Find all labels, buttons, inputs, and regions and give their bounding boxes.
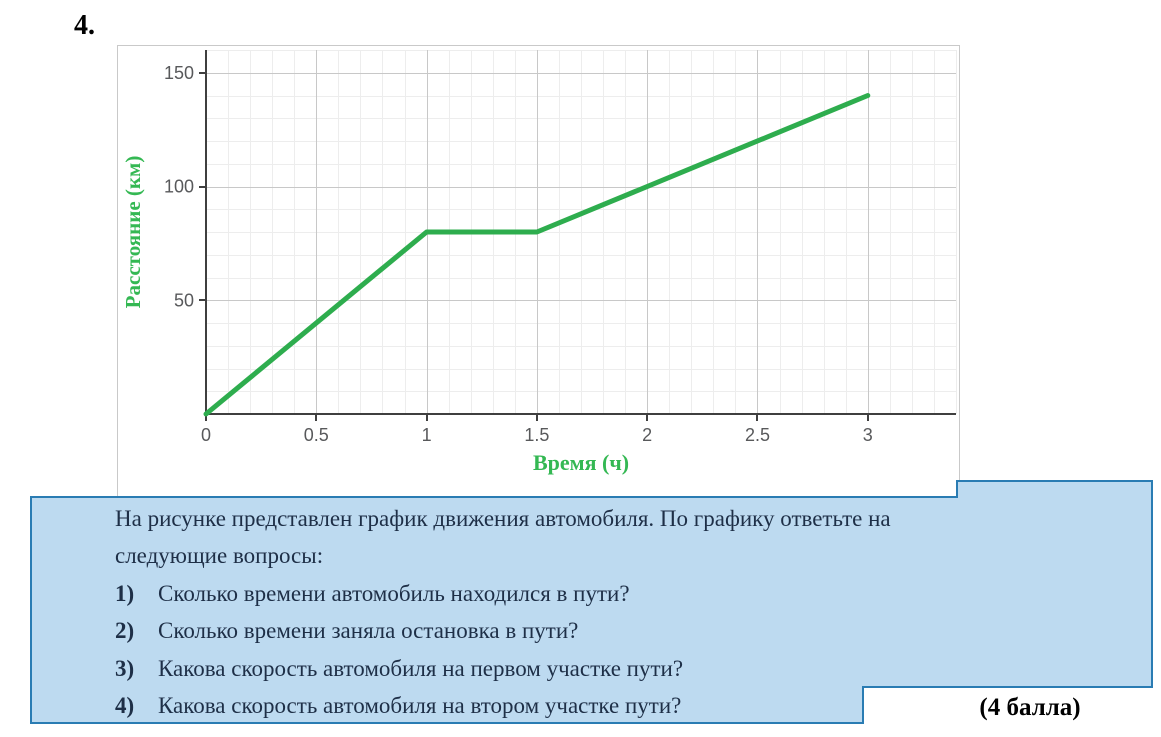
question-text-block: На рисунке представлен график движения а… — [115, 500, 1125, 724]
svg-text:2: 2 — [642, 425, 652, 445]
chart-figure: 0 0.5 1 1.5 2 2.5 3 50 100 150 Время (ч) Расстояние… — [117, 45, 960, 499]
svg-text:0.5: 0.5 — [304, 425, 329, 445]
x-axis-label: Время (ч) — [533, 450, 629, 475]
question-item: 2) Сколько времени заняла остановка в пу… — [115, 612, 1125, 649]
question-item-number: 1) — [115, 580, 135, 606]
svg-text:2.5: 2.5 — [745, 425, 770, 445]
svg-text:1.5: 1.5 — [524, 425, 549, 445]
question-item: 4) Какова скорость автомобиля на втором … — [115, 687, 1125, 724]
question-intro-line: следующие вопросы: — [115, 543, 324, 569]
question-item-number: 2) — [115, 618, 135, 644]
question-item: 1) Сколько времени автомобиль находился … — [115, 575, 1125, 612]
chart-svg: 0 0.5 1 1.5 2 2.5 3 50 100 150 Время (ч) Расстояние… — [121, 50, 957, 475]
distance-time-chart: 0 0.5 1 1.5 2 2.5 3 50 100 150 Время (ч) Расстояние… — [118, 46, 959, 498]
question-number: 4. — [74, 10, 95, 41]
svg-text:1: 1 — [422, 425, 432, 445]
question-item-text: Какова скорость автомобиля на втором уча… — [158, 693, 682, 719]
question-item-number: 4) — [115, 693, 135, 719]
question-item-number: 3) — [115, 655, 135, 681]
svg-text:0: 0 — [201, 425, 211, 445]
question-box-shape — [30, 480, 1153, 724]
question-box-background — [30, 480, 1153, 724]
question-item: 3) Какова скорость автомобиля на первом … — [115, 650, 1125, 687]
question-item-text: Какова скорость автомобиля на первом уча… — [158, 655, 684, 681]
svg-text:150: 150 — [164, 63, 194, 83]
question-item-text: Сколько времени заняла остановка в пути? — [158, 618, 579, 644]
svg-text:100: 100 — [164, 177, 194, 197]
question-item-text: Сколько времени автомобиль находился в п… — [158, 580, 630, 606]
svg-text:3: 3 — [863, 425, 873, 445]
points-badge: (4 балла) — [979, 694, 1081, 721]
question-intro-line: На рисунке представлен график движения а… — [115, 506, 891, 531]
distance-line — [203, 93, 871, 417]
y-axis-label: Расстояние (км) — [121, 156, 145, 309]
svg-text:50: 50 — [174, 290, 194, 310]
